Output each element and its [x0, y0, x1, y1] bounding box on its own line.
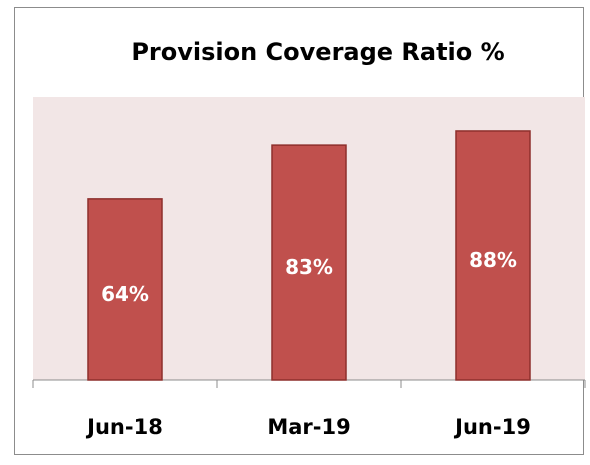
- data-label: 83%: [285, 255, 333, 279]
- x-tick-label: Mar-19: [267, 415, 350, 439]
- bar: [455, 130, 531, 381]
- data-label: 64%: [101, 282, 149, 306]
- data-label: 88%: [469, 248, 517, 272]
- x-tick-label: Jun-19: [453, 415, 531, 439]
- bar: [87, 198, 163, 381]
- x-tick-label: Jun-18: [85, 415, 163, 439]
- chart-title: Provision Coverage Ratio %: [131, 38, 504, 66]
- bar: [271, 144, 347, 381]
